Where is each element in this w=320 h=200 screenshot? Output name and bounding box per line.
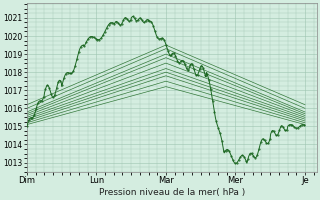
X-axis label: Pression niveau de la mer( hPa ): Pression niveau de la mer( hPa ) (99, 188, 245, 197)
